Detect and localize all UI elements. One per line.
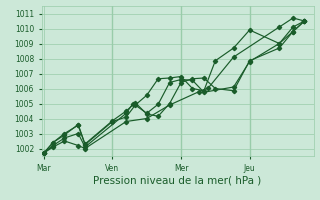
X-axis label: Pression niveau de la mer( hPa ): Pression niveau de la mer( hPa ) (93, 175, 262, 185)
